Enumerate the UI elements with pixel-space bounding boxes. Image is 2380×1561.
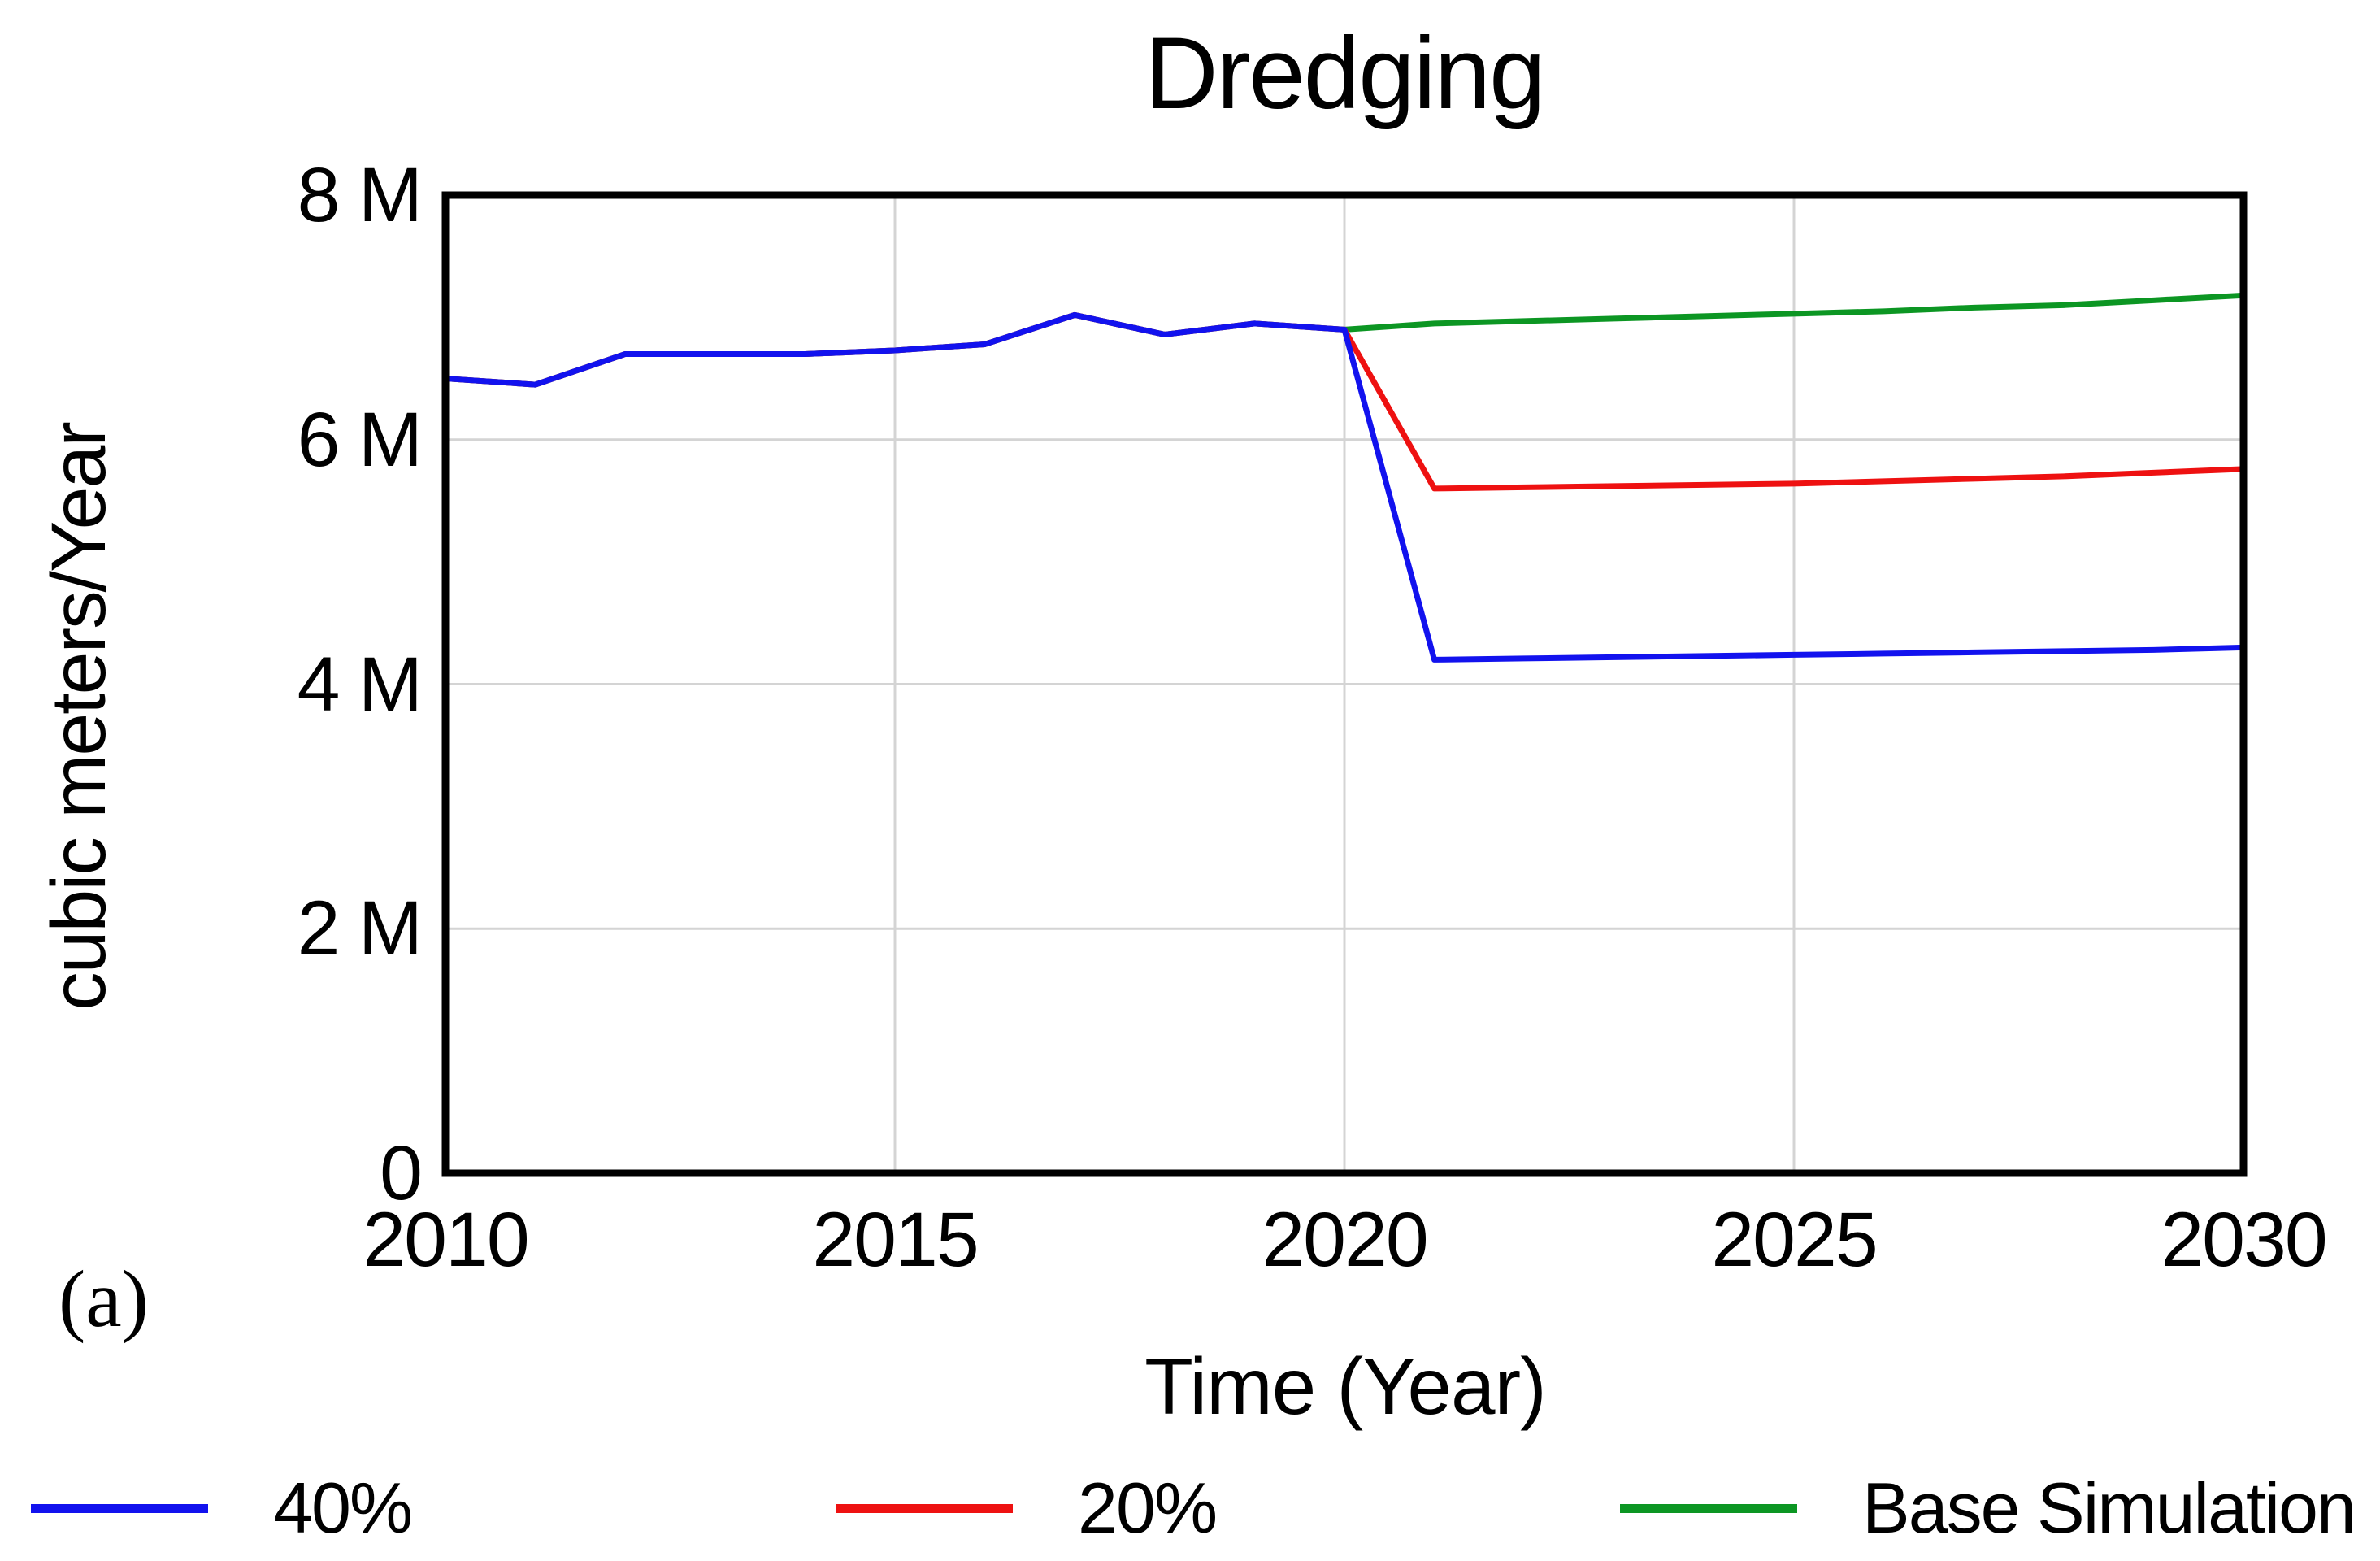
legend-swatch-base-simulation bbox=[1620, 1503, 1797, 1513]
legend: 40% 20% Base Simulation bbox=[0, 1459, 2380, 1557]
legend-item-40pct: 40% bbox=[31, 1459, 413, 1557]
legend-item-20pct: 20% bbox=[836, 1459, 1218, 1557]
x-tick-label-2010: 2010 bbox=[363, 1197, 529, 1283]
y-tick-label-0: 0 bbox=[380, 1130, 423, 1216]
legend-item-base-simulation: Base Simulation bbox=[1620, 1459, 2356, 1557]
legend-swatch-40pct bbox=[31, 1503, 208, 1513]
x-tick-label-2030: 2030 bbox=[2161, 1197, 2327, 1283]
panel-label: (a) bbox=[59, 1254, 149, 1344]
x-tick-label-2025: 2025 bbox=[1711, 1197, 1878, 1283]
x-tick-label-2020: 2020 bbox=[1262, 1197, 1428, 1283]
y-tick-label-6M: 6 M bbox=[297, 396, 423, 483]
y-tick-label-8M: 8 M bbox=[297, 152, 423, 238]
x-axis-title: Time (Year) bbox=[1144, 1341, 1547, 1431]
legend-label-base-simulation: Base Simulation bbox=[1862, 1468, 2356, 1548]
legend-label-40pct: 40% bbox=[273, 1468, 413, 1548]
y-tick-label-4M: 4 M bbox=[297, 641, 423, 728]
y-tick-label-2M: 2 M bbox=[297, 885, 423, 972]
x-tick-label-2015: 2015 bbox=[812, 1197, 979, 1283]
series-line-40- bbox=[445, 311, 2244, 663]
legend-swatch-20pct bbox=[836, 1503, 1013, 1513]
chart-title: Dredging bbox=[1144, 17, 1545, 130]
legend-label-20pct: 20% bbox=[1078, 1468, 1218, 1548]
plot-border bbox=[441, 191, 2248, 1177]
